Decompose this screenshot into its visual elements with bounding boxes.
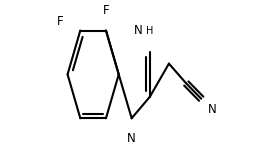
Text: N: N [127,132,136,145]
Text: N: N [208,104,217,117]
Circle shape [138,26,147,35]
Text: N: N [134,24,142,37]
Text: H: H [146,26,154,36]
Circle shape [203,105,212,115]
Text: F: F [57,15,64,28]
Circle shape [101,6,110,15]
Circle shape [127,134,136,144]
Circle shape [56,17,65,26]
Text: F: F [103,4,109,17]
Circle shape [144,25,156,36]
